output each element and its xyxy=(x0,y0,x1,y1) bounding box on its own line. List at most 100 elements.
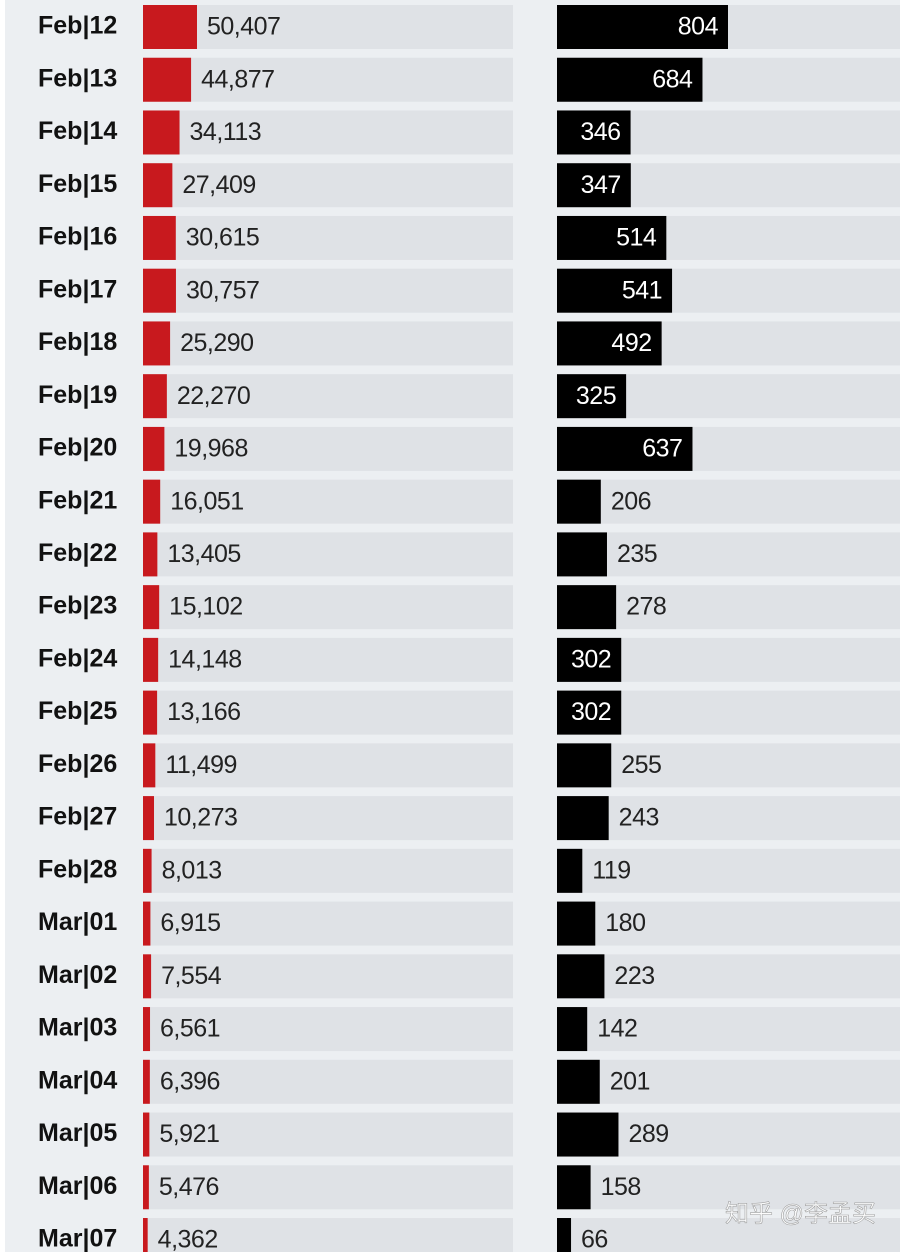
category-label: Feb|28 xyxy=(38,855,117,883)
value-label: 325 xyxy=(576,382,616,410)
category-label: Feb|26 xyxy=(38,750,117,778)
bar-track xyxy=(143,1007,513,1052)
value-label: 8,013 xyxy=(162,856,222,884)
value-label: 30,615 xyxy=(186,224,259,252)
value-label: 223 xyxy=(614,962,654,990)
bar xyxy=(557,796,609,841)
value-label: 302 xyxy=(571,645,611,673)
bar-track xyxy=(143,690,513,735)
bar-track xyxy=(143,426,513,471)
bar xyxy=(557,215,667,260)
value-label: 119 xyxy=(592,856,630,884)
bar xyxy=(143,532,158,577)
value-label: 7,554 xyxy=(161,962,222,990)
value-label: 22,270 xyxy=(177,382,250,410)
value-label: 142 xyxy=(597,1015,637,1043)
category-label: Feb|24 xyxy=(38,644,117,672)
bar-track xyxy=(143,585,513,630)
category-label: Mar|04 xyxy=(38,1066,117,1094)
value-label: 25,290 xyxy=(180,329,253,357)
bar xyxy=(143,743,156,788)
bar xyxy=(143,1112,150,1157)
category-label: Feb|27 xyxy=(38,803,117,831)
category-label: Feb|13 xyxy=(38,64,117,92)
category-label: Feb|17 xyxy=(38,275,117,303)
bar-track xyxy=(557,848,900,893)
category-label: Feb|14 xyxy=(38,117,117,145)
bar xyxy=(143,1218,148,1252)
value-label: 346 xyxy=(580,118,620,146)
bar-track xyxy=(143,268,513,313)
bar xyxy=(557,743,612,788)
category-label: Feb|23 xyxy=(38,592,117,620)
value-label: 14,148 xyxy=(168,645,241,673)
bar xyxy=(143,954,152,999)
category-label: Feb|21 xyxy=(38,486,117,514)
category-label: Mar|01 xyxy=(38,908,117,936)
bar xyxy=(557,585,617,630)
value-label: 804 xyxy=(678,13,719,41)
value-label: 6,561 xyxy=(160,1015,220,1043)
value-label: 13,405 xyxy=(167,540,240,568)
value-label: 11,499 xyxy=(165,751,237,779)
category-label: Feb|18 xyxy=(38,328,117,356)
bar-track xyxy=(143,1112,513,1157)
bar xyxy=(557,1059,600,1104)
bar-track xyxy=(557,954,900,999)
bar-track xyxy=(143,637,513,682)
value-label: 15,102 xyxy=(169,593,242,621)
bar-track xyxy=(557,1165,900,1210)
category-label: Mar|03 xyxy=(38,1014,117,1042)
category-label: Mar|06 xyxy=(38,1172,117,1200)
bar-track xyxy=(143,848,513,893)
bar-track xyxy=(143,321,513,366)
bar-track xyxy=(557,796,900,841)
bar xyxy=(557,532,607,577)
bar xyxy=(143,1059,150,1104)
value-label: 541 xyxy=(622,276,662,304)
bar-track xyxy=(143,5,513,49)
category-label: Mar|05 xyxy=(38,1119,117,1147)
bar-track xyxy=(143,374,513,419)
bar xyxy=(557,1007,588,1052)
value-label: 6,915 xyxy=(160,909,220,937)
bar-track xyxy=(557,743,900,788)
bar xyxy=(557,1218,572,1252)
bar-track xyxy=(143,1218,513,1252)
bar xyxy=(143,637,159,682)
bar-track xyxy=(557,1218,900,1252)
value-label: 514 xyxy=(616,224,657,252)
bar xyxy=(143,163,173,208)
bar xyxy=(557,374,627,419)
bar xyxy=(143,268,176,313)
value-label: 684 xyxy=(652,65,693,93)
value-label: 5,921 xyxy=(159,1120,219,1148)
bar-track xyxy=(143,163,513,208)
bar-track xyxy=(143,901,513,946)
value-label: 10,273 xyxy=(164,804,237,832)
value-label: 158 xyxy=(601,1173,641,1201)
category-label: Feb|19 xyxy=(38,381,117,409)
bar-track xyxy=(143,532,513,577)
bar-track xyxy=(557,901,900,946)
value-label: 289 xyxy=(628,1120,668,1148)
value-label: 13,166 xyxy=(167,698,240,726)
value-label: 302 xyxy=(571,698,611,726)
value-label: 347 xyxy=(581,171,621,199)
bar-track xyxy=(557,479,900,524)
value-label: 19,968 xyxy=(174,435,247,463)
bar xyxy=(143,426,165,471)
bar xyxy=(143,215,176,260)
bar xyxy=(557,954,605,999)
bar xyxy=(557,426,693,471)
bar xyxy=(557,1165,591,1210)
category-label: Feb|20 xyxy=(38,434,117,462)
bar-track xyxy=(557,1007,900,1052)
value-label: 44,877 xyxy=(201,65,274,93)
value-label: 206 xyxy=(611,487,651,515)
bar xyxy=(557,5,728,49)
bar xyxy=(143,690,158,735)
bar xyxy=(143,5,197,49)
value-label: 50,407 xyxy=(207,13,280,41)
value-label: 243 xyxy=(619,804,659,832)
